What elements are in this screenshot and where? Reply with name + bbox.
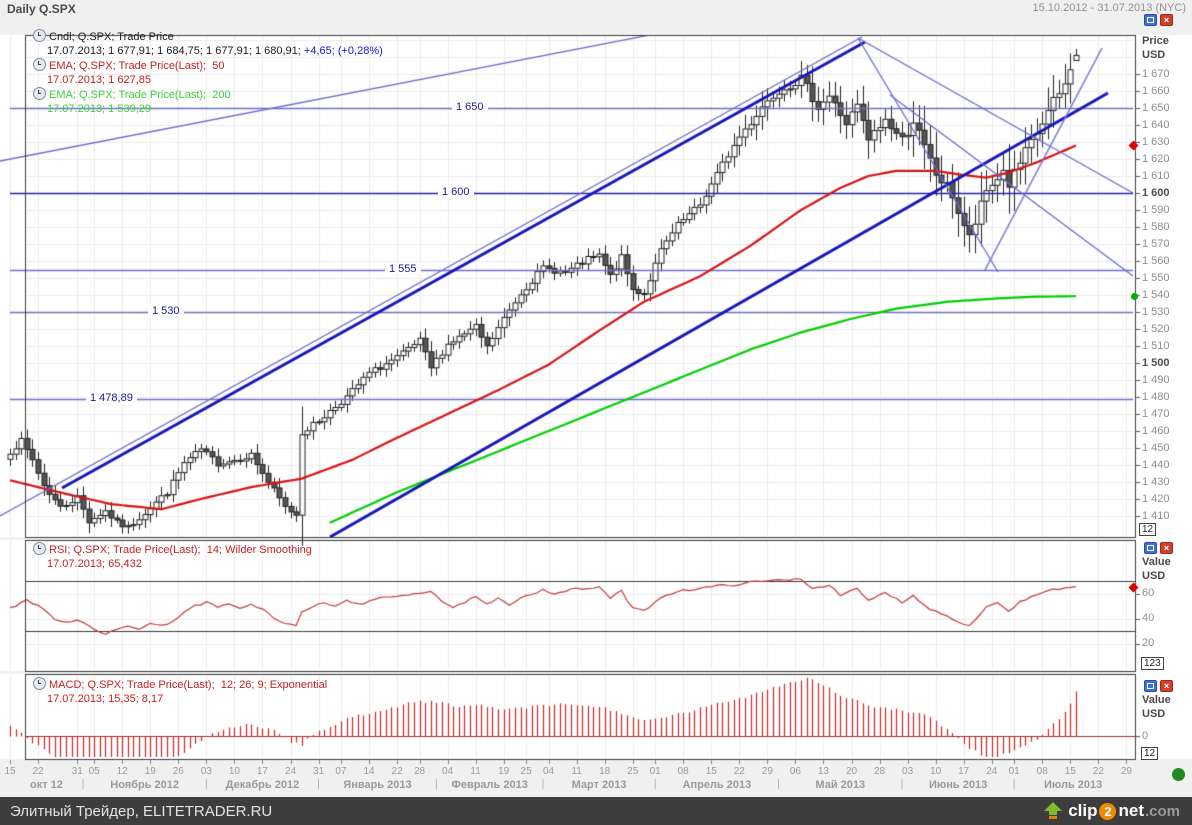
price-pane-legend: Cndl; Q.SPX; Trade Price 17.07.2013; 1 6… bbox=[33, 29, 383, 116]
watermark-text: Элитный Трейдер, ELITETRADER.RU bbox=[10, 802, 273, 820]
clock-icon bbox=[33, 677, 46, 690]
clock-icon bbox=[33, 29, 46, 42]
rsi-axis-unit: USD bbox=[1142, 570, 1166, 582]
price-axis-title: Price bbox=[1142, 35, 1169, 47]
macd-axis-end-box: 12 bbox=[1141, 747, 1159, 760]
logo-two-icon: 2 bbox=[1099, 802, 1117, 820]
rsi-axis-end-box: 123 bbox=[1141, 657, 1164, 670]
clock-icon bbox=[33, 58, 46, 71]
price-axis-end-box: 12 bbox=[1139, 523, 1157, 536]
status-green-dot-icon bbox=[1172, 768, 1185, 781]
restore-window-button[interactable] bbox=[1144, 542, 1157, 554]
legend-macd-value: 17.07.2013; 15,35; 8,17 bbox=[47, 693, 164, 705]
close-icon[interactable]: × bbox=[1160, 542, 1173, 554]
macd-axis-title: Value bbox=[1142, 694, 1171, 706]
logo-clip: clip bbox=[1068, 801, 1098, 820]
logo-net: net bbox=[1118, 801, 1144, 820]
restore-window-button[interactable] bbox=[1144, 680, 1157, 692]
chart-date-range: 15.10.2012 - 31.07.2013 (NYC) bbox=[1032, 2, 1187, 14]
rsi-axis-title: Value bbox=[1142, 556, 1171, 568]
chart-title: Daily Q.SPX bbox=[7, 2, 76, 16]
candle-change-value: +4,65; (+0,28%) bbox=[303, 45, 383, 57]
restore-window-button[interactable] bbox=[1144, 14, 1157, 26]
macd-pane-buttons: × bbox=[1144, 680, 1173, 692]
price-axis-unit: USD bbox=[1142, 49, 1166, 61]
clock-icon bbox=[33, 87, 46, 100]
clip2net-logo[interactable]: clip 2 net .com bbox=[1043, 801, 1180, 821]
legend-candle-values: 17.07.2013; 1 677,91; 1 684,75; 1 677,91… bbox=[47, 45, 383, 57]
legend-rsi-value: 17.07.2013; 65,432 bbox=[47, 558, 142, 570]
close-icon[interactable]: × bbox=[1160, 680, 1173, 692]
macd-axis-unit: USD bbox=[1142, 708, 1166, 720]
close-icon[interactable]: × bbox=[1160, 14, 1173, 26]
legend-ema50-value: 17.07.2013; 1 627,85 bbox=[47, 74, 151, 86]
macd-pane-legend: MACD; Q.SPX; Trade Price(Last); 12; 26; … bbox=[33, 677, 327, 706]
legend-row-candle[interactable]: Cndl; Q.SPX; Trade Price bbox=[33, 29, 383, 44]
legend-row-rsi[interactable]: RSI; Q.SPX; Trade Price(Last); 14; Wilde… bbox=[33, 542, 312, 557]
legend-row-macd[interactable]: MACD; Q.SPX; Trade Price(Last); 12; 26; … bbox=[33, 677, 327, 692]
upload-arrow-icon bbox=[1044, 802, 1063, 819]
logo-dot-com: .com bbox=[1144, 802, 1180, 820]
legend-row-ema50[interactable]: EMA; Q.SPX; Trade Price(Last); 50 bbox=[33, 58, 383, 73]
clock-icon bbox=[33, 542, 46, 555]
rsi-pane-buttons: × bbox=[1144, 542, 1173, 554]
legend-ema200-value: 17.07.2013; 1 539,29 bbox=[47, 103, 151, 115]
ema200-price-marker-icon bbox=[1131, 293, 1138, 300]
status-bar: Элитный Трейдер, ELITETRADER.RU clip 2 n… bbox=[0, 797, 1192, 825]
price-pane-buttons: × bbox=[1144, 14, 1173, 26]
legend-row-ema200[interactable]: EMA; Q.SPX; Trade Price(Last); 200 bbox=[33, 87, 383, 102]
rsi-pane-legend: RSI; Q.SPX; Trade Price(Last); 14; Wilde… bbox=[33, 542, 312, 571]
